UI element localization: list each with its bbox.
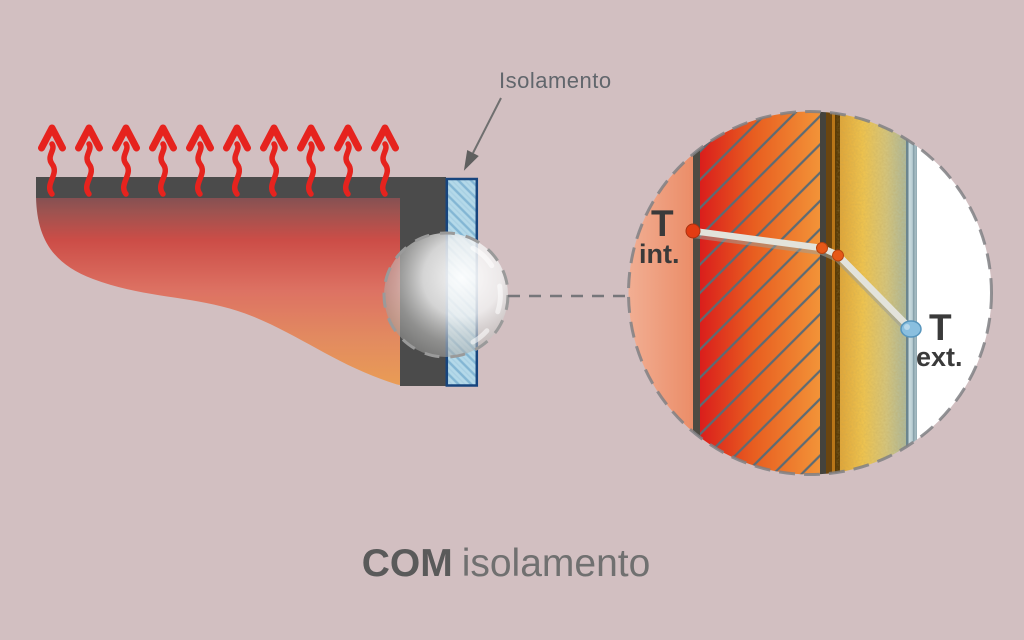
t-int-dot [685, 223, 701, 239]
t-ext-symbol: T [929, 307, 952, 348]
caption-emphasis: COM [361, 542, 453, 585]
t-ext-subscript: ext. [916, 342, 963, 372]
wall-surface-dot [816, 242, 828, 254]
detail-render-layer [906, 111, 917, 475]
caption-text: isolamento [461, 542, 651, 585]
detail-wall-inner-edge [693, 111, 700, 475]
heat-blob [36, 197, 400, 385]
t-ext-dot [900, 320, 922, 338]
t-int-symbol: T [651, 203, 674, 244]
caption: COM isolamento [362, 542, 651, 586]
t-int-subscript: int. [639, 239, 680, 269]
detail-circle [627, 110, 993, 476]
magnifier-lens-icon [382, 231, 510, 359]
callout-arrow-icon [463, 97, 502, 171]
insulation-surface-dot [832, 249, 844, 262]
detail-circle-border [627, 110, 993, 476]
detail-wall-outer-edge [820, 111, 826, 475]
detail-exterior-air [917, 111, 992, 475]
detail-wall-hatching [700, 111, 820, 475]
detail-adhesive-layer [826, 111, 840, 475]
temperature-profile-line [688, 227, 916, 336]
insulation-callout-label: Isolamento [499, 68, 612, 93]
ceiling-slab [36, 177, 446, 386]
